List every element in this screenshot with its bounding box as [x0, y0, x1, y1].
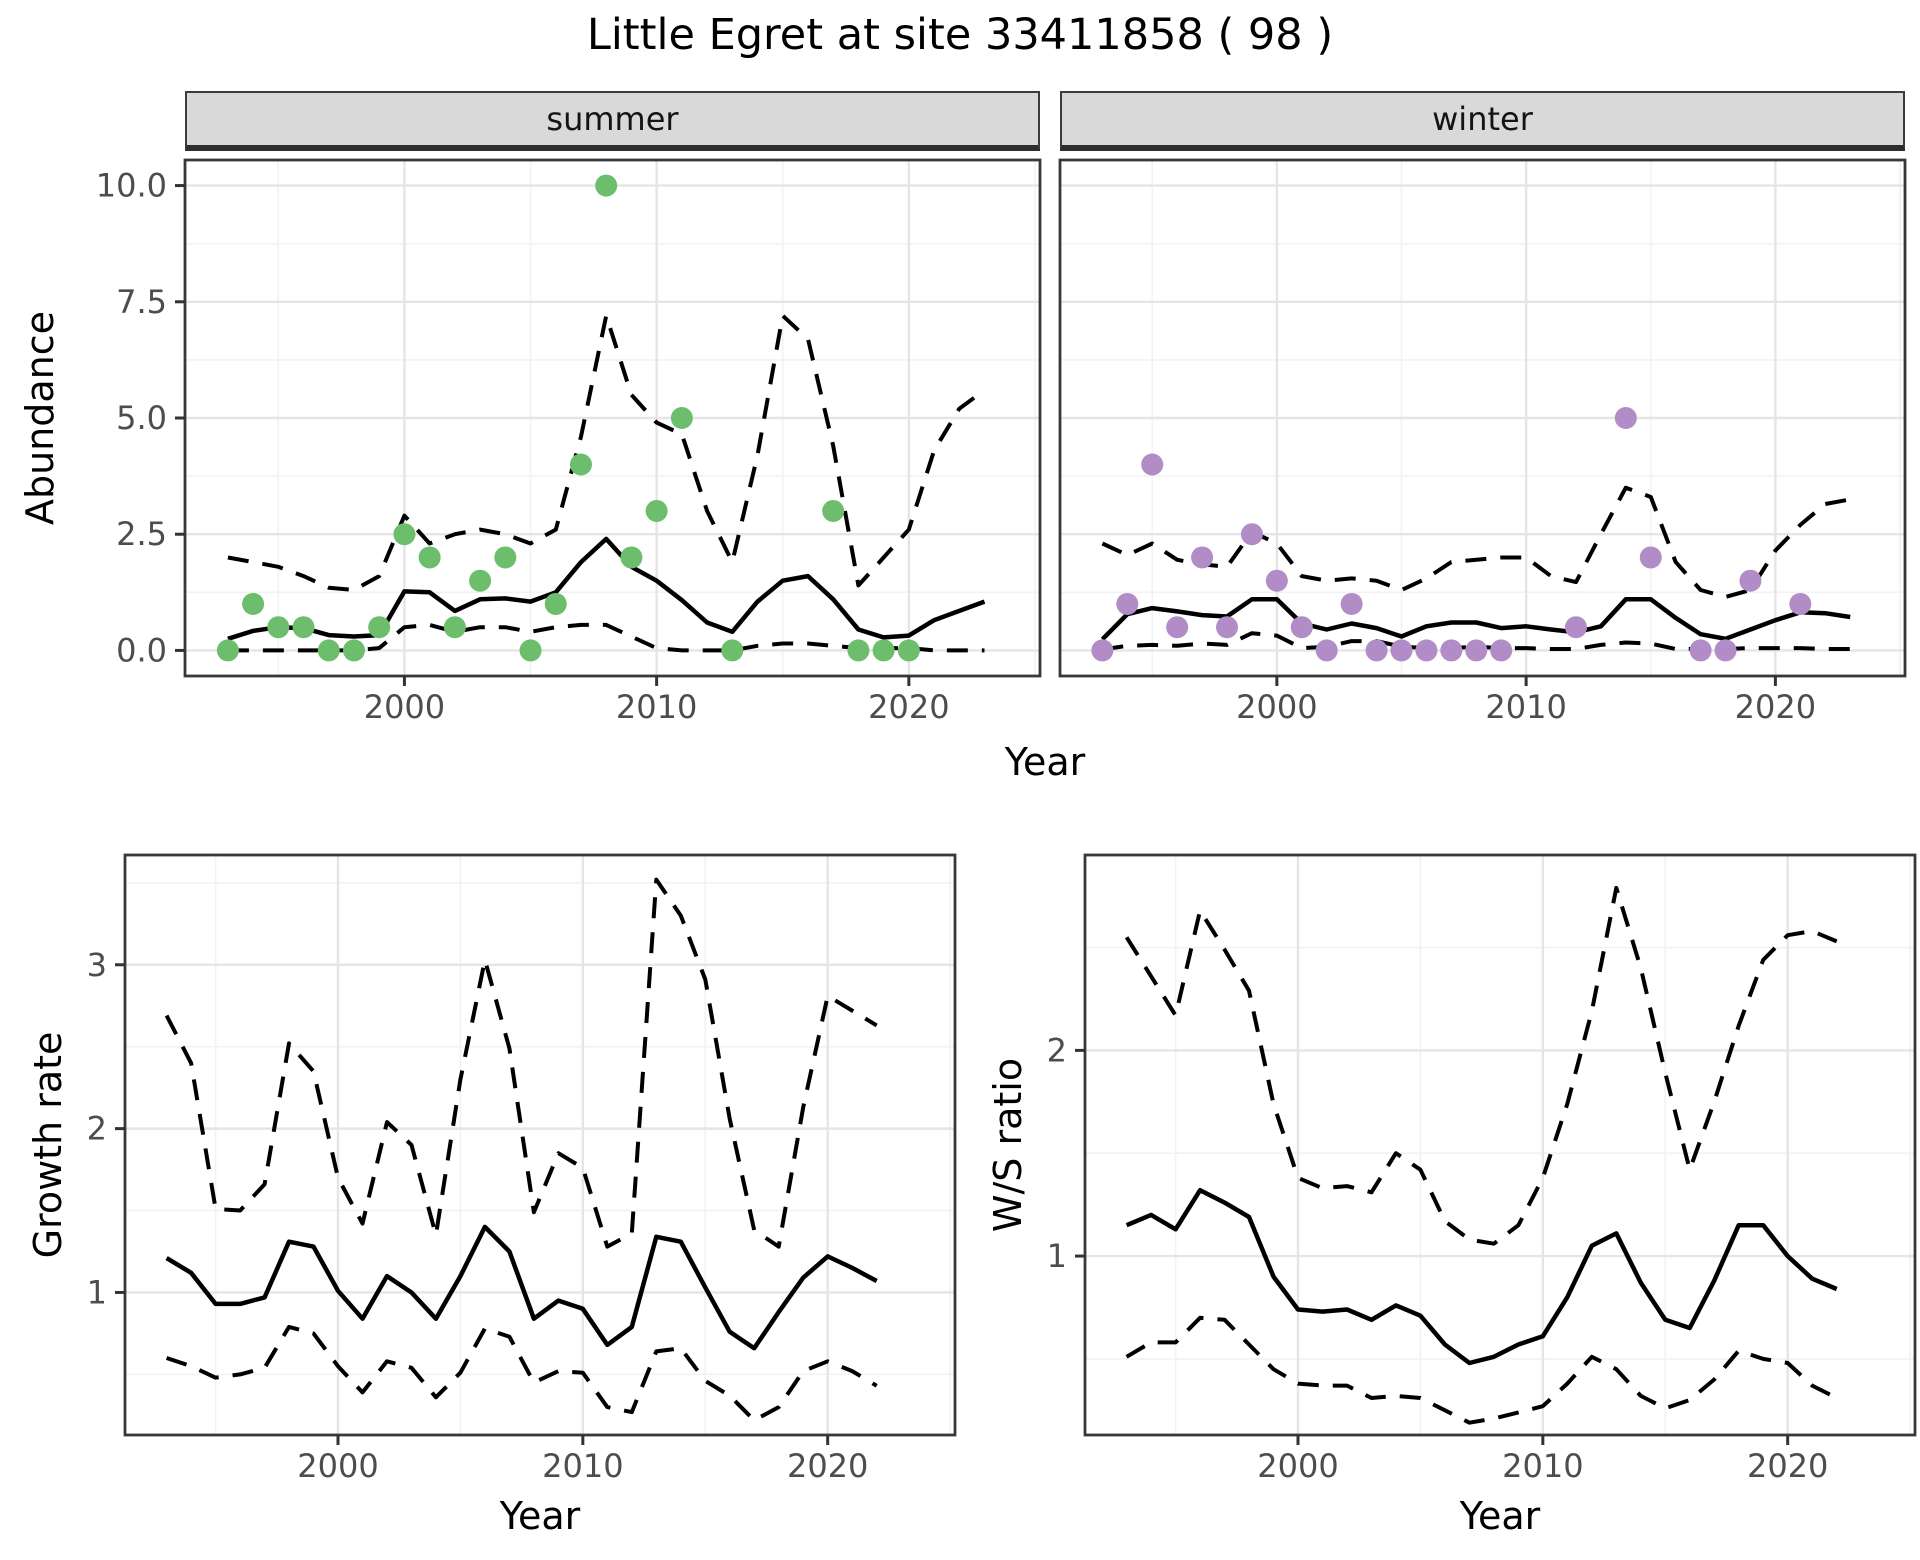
growth-year-axis-title: Year — [499, 1494, 581, 1538]
winter-data-point — [1116, 592, 1139, 615]
winter-data-point — [1440, 639, 1463, 662]
summer-data-point — [519, 639, 542, 662]
page-title: Little Egret at site 33411858 ( 98 ) — [586, 10, 1334, 60]
winter-data-point — [1315, 639, 1338, 662]
x-tick-label: 2000 — [1236, 688, 1317, 726]
winter-data-point — [1240, 523, 1263, 546]
summer-data-point — [544, 592, 567, 615]
summer-data-point — [267, 616, 290, 639]
ws-panel-border — [1083, 853, 1917, 1437]
winter-data-point — [1465, 639, 1488, 662]
facet-strip-winter: winter — [1060, 91, 1905, 151]
y-tick-label: 2 — [1047, 1031, 1067, 1069]
winter-data-point — [1415, 639, 1438, 662]
winter-data-point — [1390, 639, 1413, 662]
facet-strip-winter-label: winter — [1432, 100, 1533, 138]
x-tick-label: 2010 — [1502, 1447, 1583, 1485]
winter-data-point — [1191, 546, 1214, 569]
winter-data-point — [1340, 592, 1363, 615]
abundance-axis-title: Abundance — [18, 310, 62, 526]
summer-data-point — [292, 616, 315, 639]
summer-upper_ci-line — [227, 313, 986, 592]
ws-panel: 2000 2010 2020 1 2 — [1047, 853, 1917, 1485]
top-year-axis-title: Year — [1004, 740, 1086, 784]
winter-data-point — [1714, 639, 1737, 662]
summer-data-point — [242, 592, 265, 615]
ws-year-axis-title: Year — [1459, 1494, 1541, 1538]
x-tick-label: 2020 — [1735, 688, 1816, 726]
summer-data-point — [897, 639, 920, 662]
summer-data-point — [418, 546, 441, 569]
y-tick-label: 1 — [1047, 1237, 1067, 1275]
y-tick-label: 0.0 — [116, 631, 167, 669]
summer-data-point — [342, 639, 365, 662]
summer-data-point — [822, 499, 845, 522]
y-tick-label: 5.0 — [116, 399, 167, 437]
summer-median-line — [227, 536, 986, 641]
summer-data-point — [494, 546, 517, 569]
summer-data-point — [569, 453, 592, 476]
y-tick-label: 10.0 — [96, 167, 167, 205]
winter-data-point — [1365, 639, 1388, 662]
summer-data-point — [620, 546, 643, 569]
ws-panel-background — [1085, 855, 1915, 1435]
winter-panel: 2000 2010 2020 — [1058, 158, 1907, 726]
y-tick-label: 1 — [87, 1273, 107, 1311]
growth-panel-background — [125, 855, 955, 1435]
summer-data-point — [847, 639, 870, 662]
ws-median-line — [1125, 1187, 1838, 1366]
ws-lower_ci-line — [1125, 1315, 1838, 1425]
summer-data-point — [721, 639, 744, 662]
growth-lower_ci-line — [165, 1324, 878, 1423]
summer-data-point — [393, 523, 416, 546]
ws-upper_ci-line — [1124, 885, 1838, 1246]
x-tick-label: 2000 — [364, 688, 445, 726]
winter-data-point — [1689, 639, 1712, 662]
summer-data-point — [595, 174, 618, 197]
growth-panel: 2000 2010 2020 1 2 3 — [87, 853, 957, 1485]
winter-data-point — [1265, 569, 1288, 592]
winter-panel-border — [1058, 158, 1907, 678]
winter-data-point — [1639, 546, 1662, 569]
winter-data-point — [1216, 616, 1239, 639]
summer-data-point — [670, 407, 693, 429]
x-tick-label: 2010 — [616, 688, 697, 726]
winter-data-point — [1166, 616, 1189, 639]
facet-strip-summer: summer — [185, 91, 1040, 151]
summer-panel: 2000 2010 2020 0.0 2.5 5.0 7.5 10.0 — [96, 158, 1042, 726]
winter-data-point — [1614, 407, 1637, 429]
growth-panel-border — [123, 853, 957, 1437]
summer-data-point — [872, 639, 895, 662]
winter-upper_ci-line — [1101, 485, 1851, 599]
winter-data-point — [1290, 616, 1313, 639]
x-tick-label: 2010 — [542, 1447, 623, 1485]
summer-data-point — [216, 639, 239, 662]
winter-data-point — [1141, 453, 1164, 476]
x-tick-label: 2020 — [787, 1447, 868, 1485]
winter-data-point — [1490, 639, 1513, 662]
summer-data-point — [317, 639, 340, 662]
summer-data-point — [645, 499, 668, 522]
summer-data-point — [469, 569, 492, 592]
growth-rate-axis-title: Growth rate — [26, 1031, 70, 1259]
growth-median-line — [165, 1224, 878, 1351]
winter-data-point — [1091, 639, 1114, 662]
x-tick-label: 2000 — [1257, 1447, 1338, 1485]
ws-ratio-axis-title: W/S ratio — [986, 1057, 1030, 1233]
facet-strip-summer-label: summer — [546, 100, 679, 138]
x-tick-label: 2010 — [1485, 688, 1566, 726]
x-tick-label: 2020 — [868, 688, 949, 726]
x-tick-label: 2020 — [1747, 1447, 1828, 1485]
y-tick-label: 7.5 — [116, 283, 167, 321]
y-tick-label: 3 — [87, 946, 107, 984]
summer-data-point — [368, 616, 391, 639]
summer-data-point — [443, 616, 466, 639]
x-tick-label: 2000 — [297, 1447, 378, 1485]
winter-data-point — [1789, 592, 1812, 615]
winter-data-point — [1564, 616, 1587, 639]
y-tick-label: 2.5 — [116, 515, 167, 553]
winter-data-point — [1739, 569, 1762, 592]
y-tick-label: 2 — [87, 1110, 107, 1148]
